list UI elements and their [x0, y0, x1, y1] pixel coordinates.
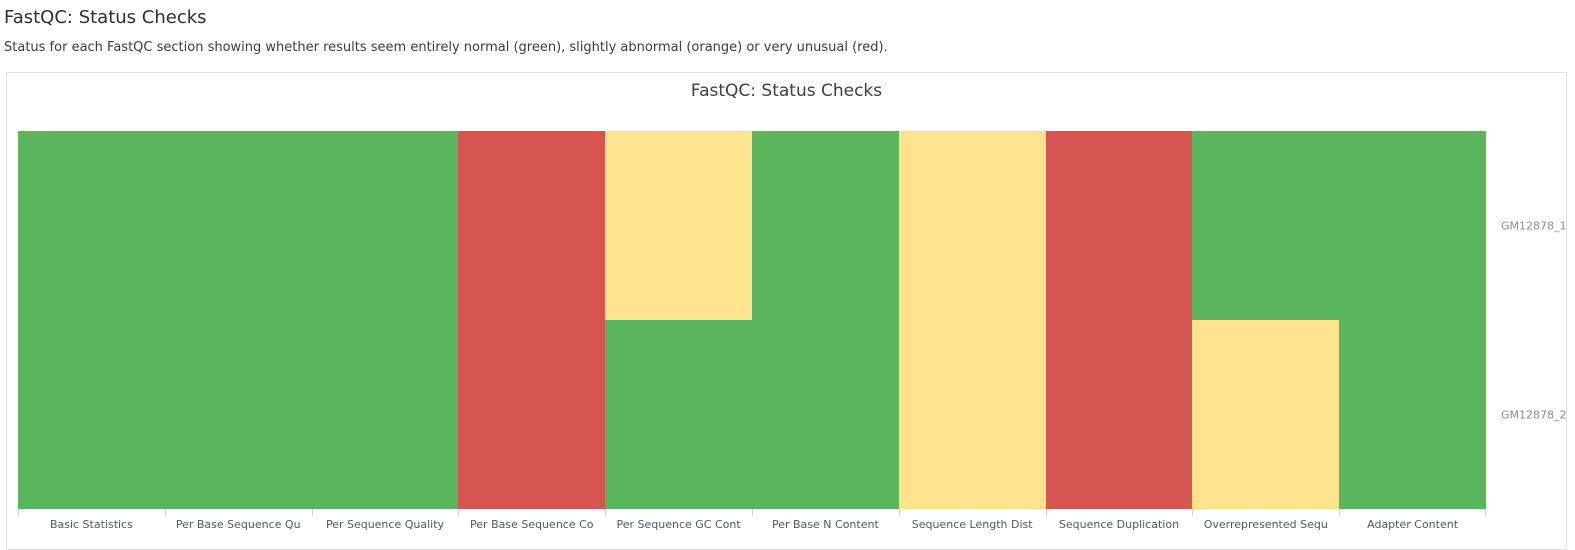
heatmap-cell [164, 131, 312, 320]
x-axis-label: Sequence Duplication [1058, 518, 1180, 531]
heatmap-grid [18, 131, 1486, 509]
x-axis-tick [605, 509, 607, 516]
heatmap-cell [1045, 131, 1193, 320]
heatmap-cell [18, 320, 165, 509]
heatmap-cell [1339, 131, 1486, 320]
x-axis-tick [898, 509, 900, 516]
x-axis-tick [18, 509, 19, 516]
y-axis-label: GM12878_2 [1501, 408, 1567, 421]
x-axis-label: Per Base Sequence Co [470, 518, 594, 531]
report-section-header: FastQC: Status Checks Status for each Fa… [4, 6, 888, 56]
x-axis-label: Per Base N Content [771, 518, 879, 531]
heatmap-cell [605, 131, 752, 320]
x-axis-label: Per Sequence GC Cont [616, 518, 741, 531]
x-axis-tick [1485, 509, 1486, 516]
heatmap-cell [898, 131, 1046, 320]
section-title: FastQC: Status Checks [4, 7, 207, 28]
x-axis-label: Per Sequence Quality [325, 518, 445, 531]
heatmap-cell [311, 131, 459, 320]
x-axis-tick [1192, 509, 1194, 516]
x-axis-label: Per Base Sequence Qu [175, 518, 301, 531]
x-axis-tick [1339, 509, 1341, 516]
x-axis-tick [164, 509, 166, 516]
heatmap-cell [458, 320, 606, 509]
x-axis-label: Sequence Length Dist [911, 518, 1033, 531]
heatmap-cell [1339, 320, 1486, 509]
x-axis-label: Adapter Content [1367, 518, 1459, 531]
heatmap-cell [164, 320, 312, 509]
x-axis-tick [458, 509, 460, 516]
y-axis-label: GM12878_1 [1501, 219, 1567, 232]
section-description: Status for each FastQC section showing w… [4, 40, 888, 55]
x-axis-tick [1045, 509, 1047, 516]
heatmap-cell [1045, 320, 1193, 509]
x-axis-labels: Basic Statistics Per Base Sequence Qu Per … [18, 518, 1486, 531]
x-axis-label: Overrepresented Sequ [1203, 518, 1328, 531]
heatmap-cell [458, 131, 606, 320]
x-axis-ticks [18, 509, 1486, 517]
chart-title: FastQC: Status Checks [690, 81, 883, 101]
x-axis-label: Basic Statistics [49, 518, 133, 531]
heatmap-cell [752, 320, 899, 509]
y-axis-labels: GM12878_1 GM12878_2 [1494, 131, 1567, 509]
status-heatmap-plot[interactable] [18, 131, 1486, 509]
heatmap-cell [752, 131, 899, 320]
heatmap-cell [18, 131, 165, 320]
status-checks-chart-card: FastQC: Status Checks Basic Statistics Pe… [6, 72, 1567, 550]
x-axis-tick [311, 509, 313, 516]
heatmap-cell [311, 320, 459, 509]
heatmap-cell [1192, 320, 1340, 509]
heatmap-cell [898, 320, 1046, 509]
x-axis-tick [752, 509, 753, 516]
heatmap-cell [1192, 131, 1340, 320]
heatmap-cell [605, 320, 752, 509]
